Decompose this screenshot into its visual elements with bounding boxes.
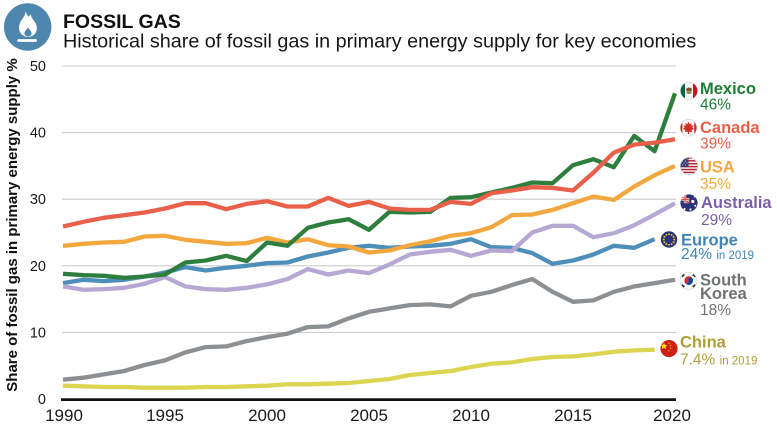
svg-text:1995: 1995 [146,406,184,425]
svg-text:FOSSIL GAS: FOSSIL GAS [63,11,181,33]
svg-text:2015: 2015 [554,406,592,425]
svg-text:Historical share of fossil gas: Historical share of fossil gas in primar… [63,31,696,53]
svg-text:46%: 46% [700,97,731,114]
svg-text:2005: 2005 [350,406,388,425]
svg-text:39%: 39% [700,136,731,153]
svg-text:China: China [680,334,727,352]
svg-text:18%: 18% [700,302,731,319]
svg-text:2020: 2020 [653,406,691,425]
svg-text:29%: 29% [701,212,732,229]
svg-text:20: 20 [30,259,46,275]
svg-text:Mexico: Mexico [700,80,756,98]
svg-text:USA: USA [700,159,735,177]
svg-text:0: 0 [38,392,46,408]
svg-text:2000: 2000 [248,406,286,425]
svg-text:Share of fossil gas in primary: Share of fossil gas in primary energy su… [4,58,21,391]
svg-text:24% in 2019: 24% in 2019 [681,246,754,263]
svg-text:35%: 35% [700,176,731,193]
svg-text:1990: 1990 [45,406,83,425]
svg-text:South: South [700,272,747,290]
svg-text:Korea: Korea [700,285,748,303]
svg-text:40: 40 [30,126,46,142]
svg-text:50: 50 [30,59,46,75]
svg-text:Australia: Australia [701,194,772,212]
svg-text:Europe: Europe [681,232,738,250]
svg-text:10: 10 [30,325,46,341]
svg-text:7.4% in 2019: 7.4% in 2019 [680,352,757,369]
svg-text:Canada: Canada [700,119,760,137]
svg-text:2010: 2010 [452,406,490,425]
svg-text:30: 30 [30,192,46,208]
